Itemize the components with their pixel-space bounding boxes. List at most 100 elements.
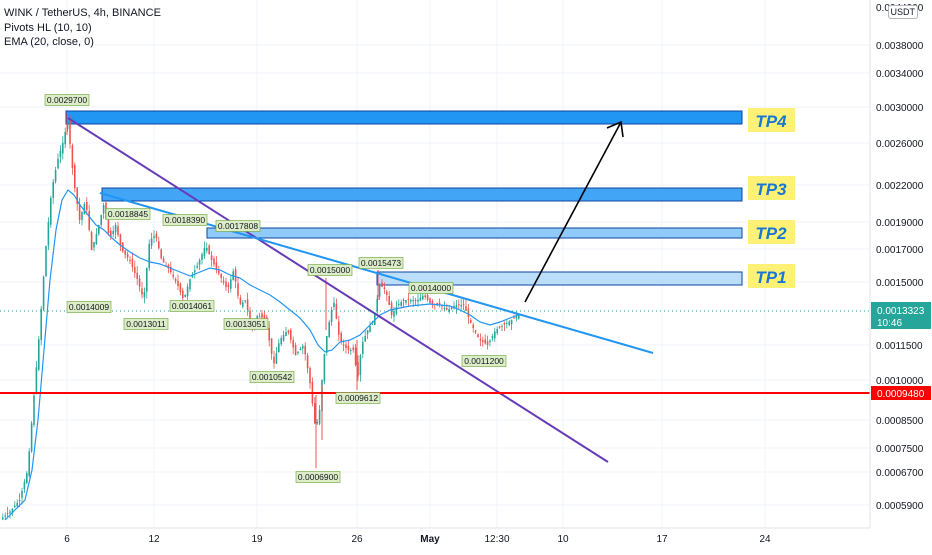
candle-body	[496, 329, 498, 334]
candle-body	[54, 170, 57, 182]
candle-body	[515, 316, 518, 319]
candle-body	[390, 302, 393, 315]
candle-body	[42, 276, 45, 310]
candle-body	[146, 268, 148, 292]
candle-body	[119, 234, 122, 245]
candle-body	[443, 308, 446, 309]
candle-body	[304, 345, 306, 355]
candle-body	[498, 326, 501, 328]
candle-body	[40, 308, 42, 340]
time-axis[interactable]: 6 12 19 26 May 12:30 10 17 24	[0, 527, 870, 545]
candle-body	[16, 502, 18, 507]
pivot-label: 0.0013011	[123, 318, 169, 330]
candle-body	[93, 242, 95, 248]
svg-text:0.0014000: 0.0014000	[411, 283, 451, 293]
candle-body	[285, 332, 287, 337]
candle-body	[191, 274, 194, 278]
candle-body	[66, 120, 69, 130]
svg-text:0.0009480: 0.0009480	[877, 389, 925, 400]
candle-body	[136, 272, 138, 279]
candle-body	[364, 336, 366, 342]
candle-body	[414, 300, 417, 301]
price-axis[interactable]: 0.0044000 0.00380000.00340000.00300000.0…	[869, 0, 931, 528]
candle-body	[450, 307, 453, 309]
candle-body	[150, 238, 153, 246]
purple-trendline[interactable]	[67, 117, 609, 463]
candle-body	[69, 118, 71, 144]
candle-body	[134, 266, 136, 273]
pivot-label: 0.0010542	[249, 371, 295, 383]
ema-indicator-label[interactable]: EMA (20, close, 0)	[4, 36, 94, 48]
candle-body	[76, 187, 78, 204]
projection-arrow[interactable]	[524, 123, 621, 303]
candle-body	[518, 315, 520, 319]
price-tick-label: 0.0030000	[876, 103, 924, 114]
symbol-title[interactable]: WINK / TetherUS, 4h, BINANCE	[4, 7, 161, 19]
candle-body	[287, 330, 290, 333]
tp4-zone[interactable]	[65, 110, 743, 125]
svg-text:0.0018845: 0.0018845	[108, 209, 148, 219]
svg-text:0.0015473: 0.0015473	[361, 258, 401, 268]
svg-text:0.0011200: 0.0011200	[464, 356, 504, 366]
candle-body	[23, 482, 26, 490]
candle-body	[160, 249, 162, 259]
candle-body	[230, 279, 232, 289]
candle-body	[227, 284, 230, 288]
candle-body	[460, 305, 462, 307]
candle-body	[352, 347, 354, 350]
candle-body	[182, 290, 184, 298]
candle-body	[510, 320, 513, 325]
price-tick-label: 0.0015000	[876, 278, 924, 289]
candle-body	[458, 304, 460, 306]
candle-body	[477, 334, 479, 337]
candle-body	[306, 355, 309, 369]
candle-body	[162, 258, 165, 263]
pivot-label: 0.0015473	[358, 257, 404, 269]
pivots-indicator-label[interactable]: Pivots HL (10, 10)	[4, 21, 92, 34]
time-tick-label: 19	[251, 534, 263, 545]
current-price-tag: 0.0013323 10:46	[871, 302, 931, 329]
candle-body	[158, 241, 160, 249]
candle-body	[117, 226, 119, 235]
ema-line	[4, 189, 519, 521]
time-tick-label: 17	[656, 534, 668, 545]
candle-body	[412, 300, 414, 302]
candle-body	[376, 299, 378, 312]
candle-body	[83, 204, 86, 215]
candle-body	[6, 512, 9, 514]
price-tick-label: 0.0011500	[876, 341, 923, 352]
candle-body	[71, 145, 74, 168]
tp1-zone[interactable]	[376, 271, 743, 286]
candle-body	[402, 300, 405, 301]
grid	[0, 0, 870, 528]
candle-body	[249, 310, 251, 322]
candle-body	[470, 319, 472, 323]
tp2-zone[interactable]	[206, 227, 743, 239]
currency-button[interactable]: USDT	[887, 5, 918, 19]
candle-body	[11, 508, 14, 513]
candle-body	[424, 295, 426, 297]
time-tick-label: 24	[759, 534, 771, 545]
candle-body	[419, 297, 422, 301]
svg-text:0.0010542: 0.0010542	[252, 372, 292, 382]
candle-body	[398, 304, 400, 306]
candle-body	[369, 326, 371, 333]
pivot-label: 0.0011200	[461, 355, 507, 367]
candle-body	[465, 306, 467, 311]
tp3-zone[interactable]	[101, 187, 743, 202]
candle-body	[467, 308, 470, 317]
candle-body	[407, 298, 410, 300]
candle-body	[242, 302, 244, 307]
candle-body	[270, 338, 273, 354]
candle-body	[350, 350, 352, 351]
target-zones[interactable]	[65, 110, 743, 286]
pivot-label: 0.0018845	[105, 208, 151, 220]
pivot-label: 0.0014061	[169, 300, 215, 312]
candle-body	[314, 403, 316, 424]
candle-body	[50, 198, 52, 225]
candle-body	[297, 352, 299, 353]
time-tick-label: 12:30	[484, 534, 509, 545]
pivot-label: 0.0014009	[66, 301, 112, 313]
candle-body	[362, 342, 364, 354]
